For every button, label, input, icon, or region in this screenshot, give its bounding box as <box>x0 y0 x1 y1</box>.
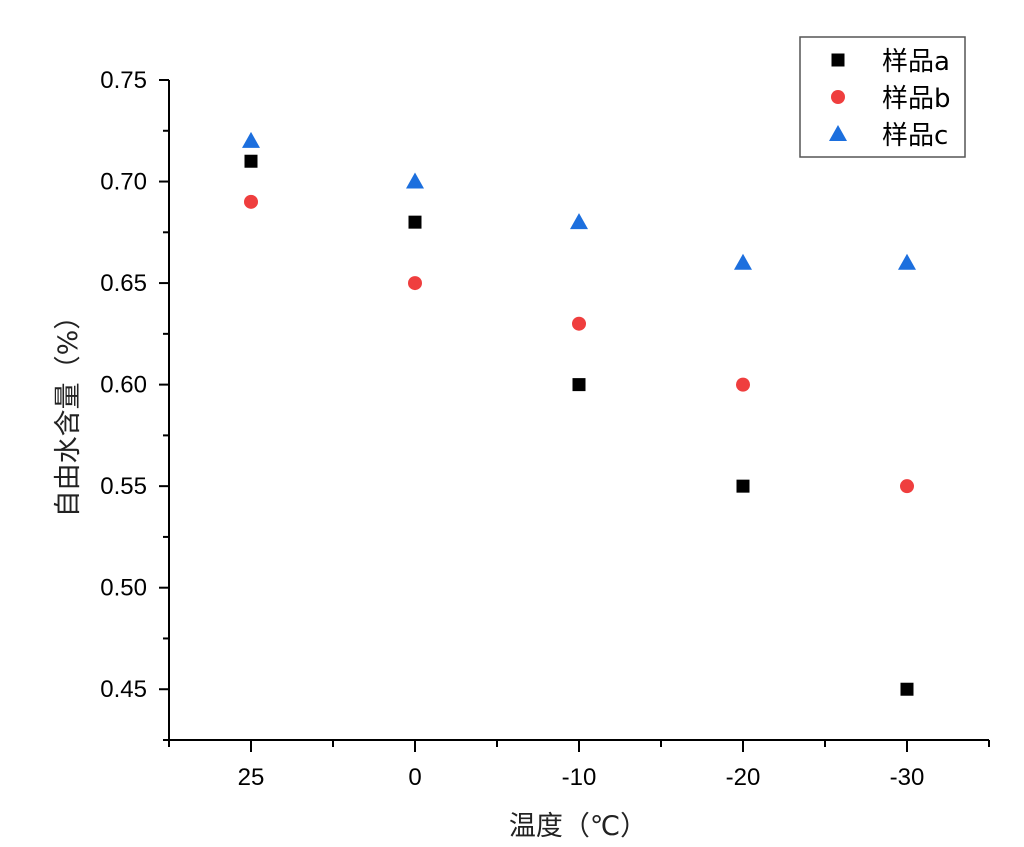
data-point-square <box>572 378 586 392</box>
data-point-circle <box>408 276 422 291</box>
x-tick-label: -20 <box>726 764 761 791</box>
data-point-triangle <box>242 131 260 148</box>
y-tick-label: 0.65 <box>100 270 147 297</box>
y-tick-label: 0.55 <box>100 473 147 500</box>
x-tick-label: 0 <box>408 764 421 791</box>
data-point-triangle <box>406 172 424 189</box>
axes: 0.45 0.50 0.55 0.60 0.65 0.70 0.75 25 0 -10 -20 -30 <box>100 67 990 791</box>
data-point-circle <box>900 479 914 494</box>
legend-label: 样品a <box>882 47 950 77</box>
legend-label: 样品c <box>882 121 948 151</box>
data-point-square <box>736 479 750 493</box>
y-tick-label: 0.60 <box>100 372 147 399</box>
x-tick-label: -30 <box>890 764 925 791</box>
legend-marker-triangle <box>829 125 847 141</box>
data-point-triangle <box>570 213 588 230</box>
data-marks <box>242 131 916 696</box>
y-tick-label: 0.75 <box>100 67 147 94</box>
data-point-circle <box>244 194 258 209</box>
data-point-circle <box>572 316 586 331</box>
data-point-circle <box>736 377 750 392</box>
data-point-triangle <box>898 253 916 270</box>
y-axis-title: 自由水含量（%） <box>53 303 84 518</box>
x-axis-title: 温度（℃） <box>509 811 647 842</box>
x-tick-label: 25 <box>238 764 265 791</box>
legend-marker-square <box>831 53 845 67</box>
data-point-square <box>244 154 258 168</box>
y-tick-label: 0.70 <box>100 169 147 196</box>
data-point-triangle <box>734 253 752 270</box>
x-tick-label: -10 <box>562 764 597 791</box>
y-tick-label: 0.50 <box>100 575 147 602</box>
legend-box <box>799 36 966 158</box>
legend-marker-circle <box>831 90 845 104</box>
data-point-square <box>900 682 914 696</box>
data-point-square <box>408 215 422 229</box>
y-tick-label: 0.45 <box>100 676 147 703</box>
legend: 样品a 样品b 样品c <box>799 36 966 158</box>
legend-label: 样品b <box>882 84 951 114</box>
